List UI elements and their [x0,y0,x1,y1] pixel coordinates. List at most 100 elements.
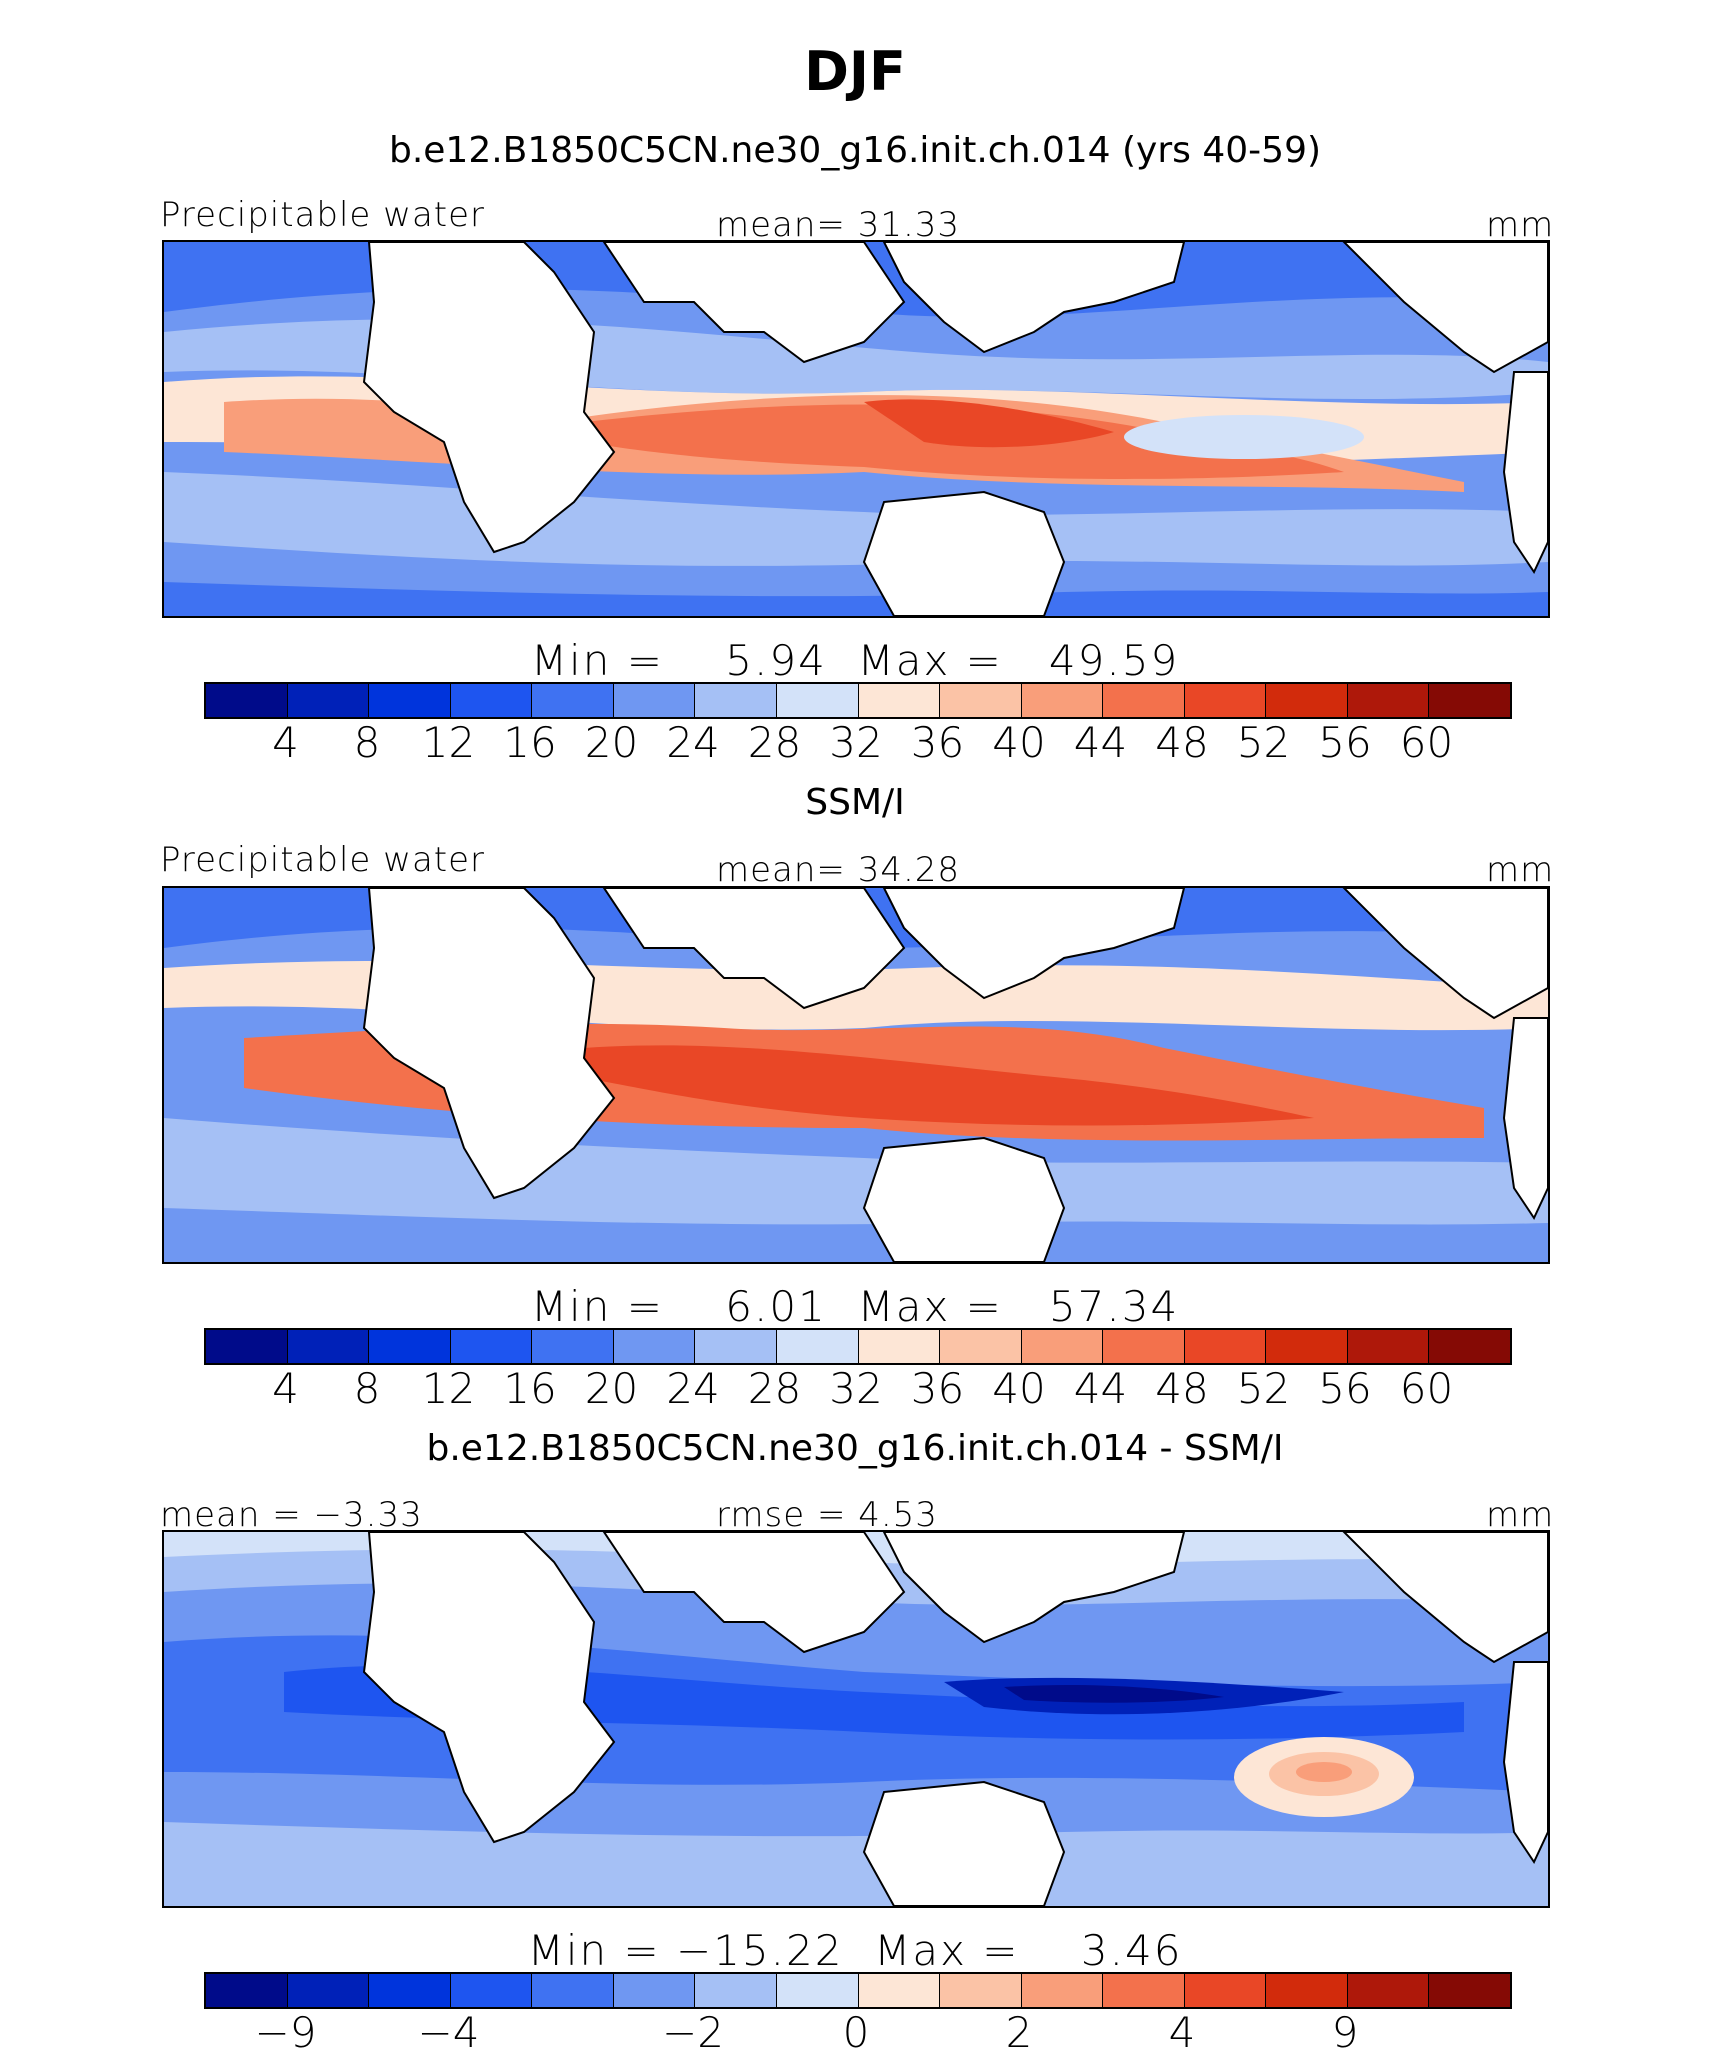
colorbar-tick-label: 60 [1399,1364,1454,1413]
colorbar-swatch [940,1330,1022,1363]
colorbar-swatch [287,1330,370,1363]
figure-title: DJF [804,40,906,103]
panel-2-colorbar-ticks: 4 8 12 16 20 24 28 32 36 40 44 48 52 56 60 [204,1364,1508,1414]
panel-3-subtitle: b.e12.B1850C5CN.ne30_g16.init.ch.014 - S… [426,1428,1284,1469]
colorbar-swatch [1347,1330,1430,1363]
colorbar-tick-label: 28 [747,1364,802,1413]
panel-3-map [162,1530,1550,1908]
colorbar-swatch [1103,1974,1185,2007]
colorbar-tick-label: 8 [353,718,381,767]
colorbar-swatch [369,1974,451,2007]
colorbar-tick-label: 2 [1005,2008,1033,2057]
colorbar-swatch [1266,1330,1348,1363]
panel-1-mean-label: mean= 31.33 [716,205,961,245]
panel-3-minmax: Min = −15.22 Max = 3.46 [527,1926,1183,1975]
colorbar-tick-label: 40 [992,718,1046,767]
panel-2-subtitle: SSM/I [805,782,905,823]
panel-2-colorbar [204,1328,1512,1365]
colorbar-swatch [940,1974,1022,2007]
panel-1-units-label: mm [1486,205,1555,245]
panel-1-colorbar [204,682,1512,719]
colorbar-swatch [695,684,777,717]
colorbar-tick-label: 4 [1168,2008,1196,2057]
panel-2-units-label: mm [1486,850,1555,890]
colorbar-tick-label: 44 [1073,1364,1128,1413]
colorbar-tick-label: 8 [353,1364,381,1413]
colorbar-swatch [1103,1330,1185,1363]
colorbar-tick-label: 40 [992,1364,1046,1413]
colorbar-swatch [532,1330,614,1363]
colorbar-swatch [1184,1330,1267,1363]
colorbar-tick-label: 0 [842,2008,870,2057]
colorbar-swatch [532,684,614,717]
colorbar-tick-label: 16 [503,718,557,767]
colorbar-swatch [369,684,451,717]
colorbar-swatch [1347,1974,1430,2007]
panel-1-minmax: Min = 5.94 Max = 49.59 [530,636,1180,685]
colorbar-swatch [532,1974,614,2007]
colorbar-tick-label: 52 [1236,718,1291,767]
colorbar-swatch [206,684,288,717]
panel-3-mean-label: mean = −3.33 [160,1495,423,1535]
colorbar-swatch [613,684,696,717]
colorbar-tick-label: 16 [503,1364,557,1413]
colorbar-swatch [613,1330,696,1363]
colorbar-tick-label: 56 [1318,718,1372,767]
colorbar-swatch [1021,1974,1104,2007]
colorbar-tick-label: 24 [666,718,720,767]
colorbar-swatch [695,1330,777,1363]
colorbar-swatch [613,1974,696,2007]
colorbar-swatch [369,1330,451,1363]
panel-1-map [162,240,1550,618]
colorbar-tick-label: 48 [1155,1364,1209,1413]
panel-1-colorbar-ticks: 4 8 12 16 20 24 28 32 36 40 44 48 52 56 60 [204,718,1508,768]
colorbar-tick-label: 24 [666,1364,720,1413]
colorbar-swatch [776,1974,859,2007]
colorbar-tick-label: 4 [272,718,299,767]
colorbar-swatch [1429,1330,1510,1363]
panel-1-variable-label: Precipitable water [160,195,486,235]
panel-3-units-label: mm [1486,1495,1555,1535]
colorbar-swatch [858,1974,941,2007]
colorbar-tick-label: 4 [272,1364,299,1413]
colorbar-tick-label: 12 [421,1364,476,1413]
colorbar-swatch [1021,684,1104,717]
colorbar-tick-label: 48 [1155,718,1209,767]
colorbar-tick-label: −9 [254,2008,317,2057]
colorbar-tick-label: −4 [417,2008,480,2057]
colorbar-swatch [450,684,533,717]
colorbar-swatch [1184,684,1267,717]
colorbar-swatch [206,1330,288,1363]
colorbar-tick-label: 32 [829,1364,883,1413]
colorbar-tick-label: 9 [1331,2008,1359,2057]
colorbar-swatch [287,1974,370,2007]
colorbar-tick-label: 56 [1318,1364,1372,1413]
colorbar-tick-label: 60 [1399,718,1454,767]
colorbar-swatch [1266,684,1348,717]
colorbar-swatch [1266,1974,1348,2007]
colorbar-tick-label: 52 [1236,1364,1291,1413]
panel-1-subtitle: b.e12.B1850C5CN.ne30_g16.init.ch.014 (yr… [388,130,1322,171]
panel-2-minmax: Min = 6.01 Max = 57.34 [530,1282,1180,1331]
colorbar-swatch [287,684,370,717]
colorbar-tick-label: 20 [584,718,639,767]
colorbar-tick-label: 32 [829,718,883,767]
colorbar-tick-label: 20 [584,1364,639,1413]
colorbar-tick-label: 44 [1073,718,1128,767]
colorbar-swatch [776,684,859,717]
colorbar-swatch [940,684,1022,717]
panel-3-colorbar [204,1972,1512,2009]
colorbar-swatch [1021,1330,1104,1363]
colorbar-swatch [1429,684,1510,717]
colorbar-swatch [450,1974,533,2007]
colorbar-tick-label: 12 [421,718,476,767]
colorbar-swatch [1347,684,1430,717]
colorbar-swatch [1429,1974,1510,2007]
colorbar-swatch [776,1330,859,1363]
colorbar-tick-label: 28 [747,718,802,767]
colorbar-swatch [450,1330,533,1363]
colorbar-swatch [858,684,941,717]
colorbar-tick-label: 36 [910,1364,965,1413]
panel-2-map [162,886,1550,1264]
panel-3-rmse-label: rmse = 4.53 [716,1495,938,1535]
